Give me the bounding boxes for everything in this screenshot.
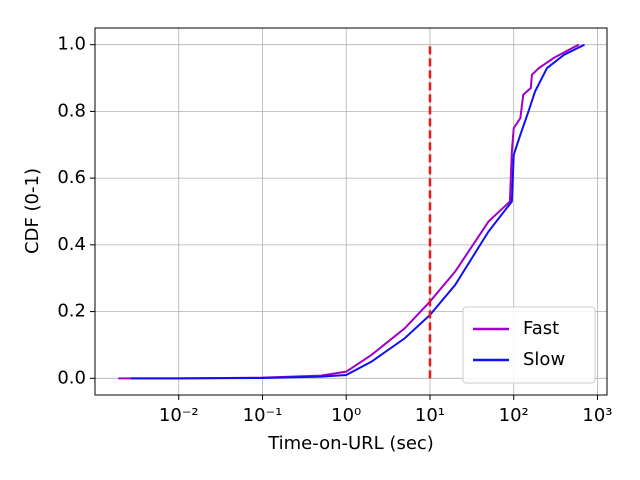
- y-tick-label: 0.8: [57, 100, 86, 121]
- legend-box: [462, 306, 596, 384]
- x-tick-label: 10⁻¹: [243, 405, 283, 426]
- y-tick-label: 0.6: [57, 167, 86, 188]
- x-tick-label: 10⁻²: [159, 405, 199, 426]
- y-tick-label: 1.0: [57, 34, 86, 55]
- legend-label: Fast: [523, 318, 559, 339]
- x-tick-label: 10¹: [415, 405, 445, 426]
- x-tick-label: 10³: [582, 405, 612, 426]
- y-tick-label: 0.0: [57, 367, 86, 388]
- x-tick-label: 10²: [499, 405, 529, 426]
- series-line: [118, 43, 580, 380]
- x-tick-label: 10⁰: [331, 405, 361, 426]
- x-axis-label: Time-on-URL (sec): [267, 433, 434, 454]
- plot-frame: [94, 27, 608, 396]
- y-tick-label: 0.2: [57, 301, 86, 322]
- series-line: [131, 43, 585, 380]
- y-tick-label: 0.4: [57, 234, 86, 255]
- y-axis-label: CDF (0-1): [22, 168, 43, 254]
- legend-label: Slow: [523, 349, 565, 370]
